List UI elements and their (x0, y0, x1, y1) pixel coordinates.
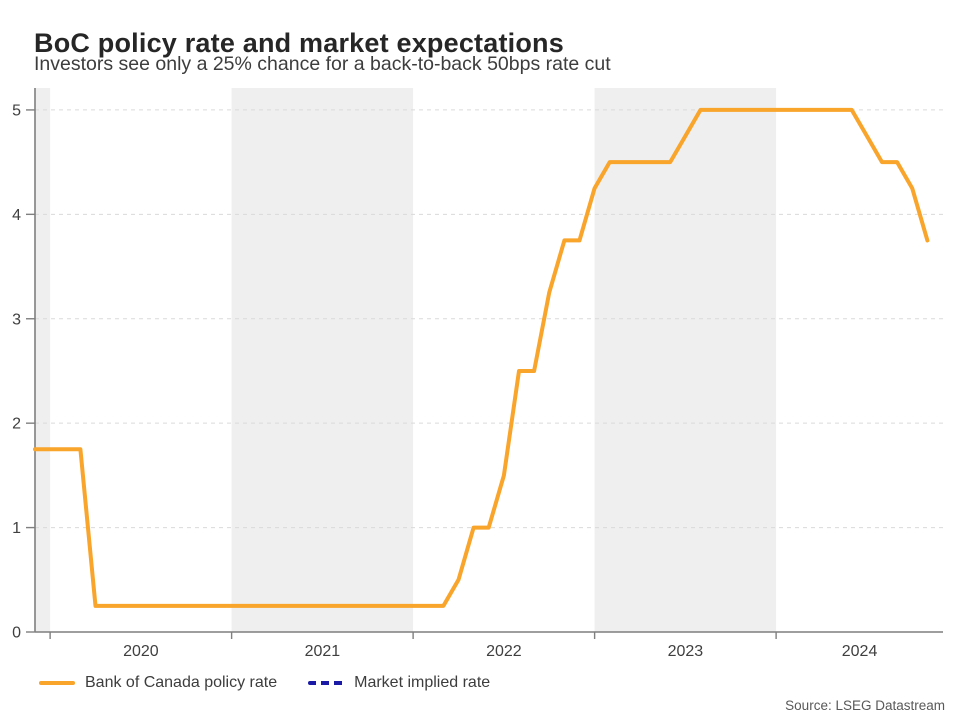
legend-label-market-implied: Market implied rate (354, 674, 491, 691)
svg-text:3: 3 (12, 311, 21, 328)
svg-text:0: 0 (12, 625, 21, 642)
legend-item-market-implied: Market implied rate (308, 674, 490, 692)
svg-text:2024: 2024 (842, 643, 878, 660)
svg-text:2020: 2020 (123, 643, 159, 660)
legend-label-policy-rate: Bank of Canada policy rate (85, 674, 278, 691)
svg-text:5: 5 (12, 102, 21, 119)
chart-subtitle: Investors see only a 25% chance for a ba… (34, 53, 611, 75)
market-implied-dashed-swatch-icon (308, 681, 345, 685)
svg-text:1: 1 (12, 520, 21, 537)
policy-rate-chart: 0 1 2 3 4 5 2020 2021 2022 2023 2024 (12, 88, 943, 660)
svg-text:2021: 2021 (305, 643, 341, 660)
svg-text:2: 2 (12, 416, 21, 433)
svg-text:4: 4 (12, 207, 21, 224)
svg-text:2022: 2022 (486, 643, 522, 660)
chart-legend: Bank of Canada policy rate Market implie… (39, 674, 490, 692)
policy-rate-line-swatch-icon (39, 681, 75, 685)
svg-text:2023: 2023 (668, 643, 704, 660)
page-title: BoC policy rate and market expectations (34, 28, 564, 59)
source-note: Source: LSEG Datastream (785, 698, 945, 713)
legend-item-policy-rate: Bank of Canada policy rate (39, 674, 277, 692)
